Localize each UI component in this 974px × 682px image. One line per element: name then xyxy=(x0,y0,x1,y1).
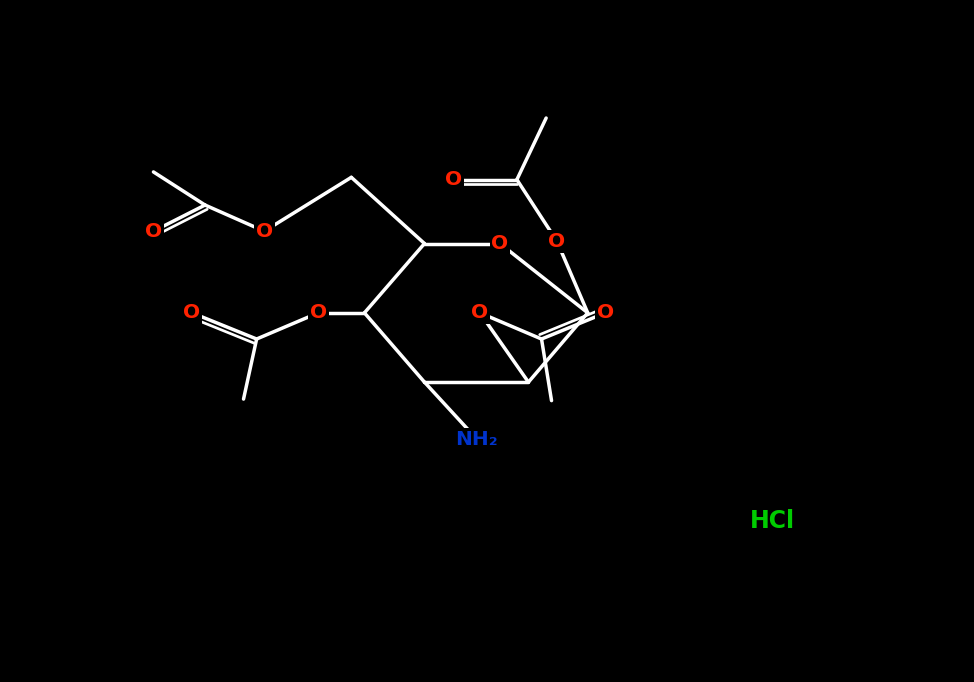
Text: O: O xyxy=(145,222,162,241)
Text: O: O xyxy=(256,222,273,241)
Text: O: O xyxy=(491,234,508,253)
Text: O: O xyxy=(471,303,489,323)
Text: HCl: HCl xyxy=(750,509,795,533)
Text: O: O xyxy=(597,303,614,323)
Text: NH₂: NH₂ xyxy=(456,430,498,449)
Text: O: O xyxy=(183,303,201,323)
Text: O: O xyxy=(548,232,566,251)
Text: O: O xyxy=(310,303,327,323)
Text: O: O xyxy=(445,170,463,189)
